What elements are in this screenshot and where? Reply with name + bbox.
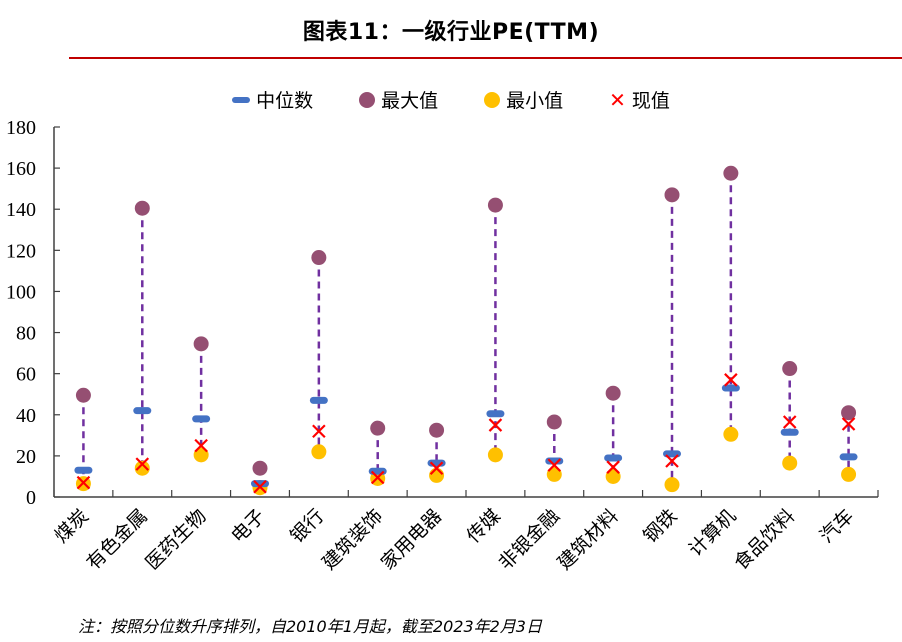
- min-point: [782, 455, 798, 471]
- min-circle-icon: [484, 91, 501, 108]
- max-point: [75, 387, 91, 403]
- y-tick-label: 60: [16, 364, 36, 386]
- min-point: [134, 460, 150, 476]
- median-point: [192, 415, 211, 423]
- chart-title: 图表11：一级行业PE(TTM): [302, 20, 600, 45]
- x-tick-label: 传媒: [463, 505, 505, 547]
- current-point-stroke: [370, 470, 385, 485]
- x-tick-label: 医药生物: [141, 505, 210, 574]
- legend-item-current: ✕ 现值: [609, 86, 670, 113]
- y-tick-label: 160: [6, 158, 36, 180]
- min-point: [723, 426, 739, 442]
- current-point-stroke: [782, 415, 797, 429]
- current-point-stroke: [76, 475, 91, 490]
- y-tick-label: 40: [16, 405, 36, 427]
- max-point: [546, 414, 562, 430]
- current-point-stroke: [724, 373, 738, 387]
- median-point: [604, 454, 623, 462]
- y-tick-label: 140: [6, 199, 36, 221]
- x-tick-label: 建筑材料: [553, 505, 622, 574]
- median-point: [309, 396, 328, 404]
- y-tick-label: 180: [6, 117, 36, 139]
- min-point: [546, 466, 562, 482]
- legend-label-median: 中位数: [256, 90, 314, 112]
- current-point-stroke: [429, 461, 444, 476]
- median-dash-icon: [232, 96, 251, 103]
- y-tick-label: 100: [6, 281, 36, 303]
- current-x-icon: ✕: [609, 87, 626, 112]
- max-point: [723, 165, 739, 181]
- max-point: [841, 405, 857, 421]
- median-point: [368, 467, 387, 475]
- x-tick-label: 电子: [227, 505, 269, 547]
- median-point: [133, 407, 152, 415]
- x-tick-label: 银行: [286, 505, 328, 547]
- current-point-stroke: [488, 418, 503, 432]
- x-tick-label: 计算机: [685, 505, 741, 561]
- max-point: [664, 187, 680, 203]
- x-tick-label: 非银金融: [495, 505, 564, 574]
- max-point: [370, 420, 386, 436]
- median-point: [486, 410, 505, 418]
- median-point: [780, 428, 799, 436]
- current-point-stroke: [194, 438, 208, 453]
- min-point: [429, 467, 445, 483]
- current-point-stroke: [665, 454, 679, 468]
- x-tick-label: 家用电器: [377, 505, 446, 574]
- title-divider: [69, 57, 902, 59]
- x-tick-label: 食品饮料: [730, 505, 799, 574]
- legend-label-min: 最小值: [506, 90, 564, 112]
- legend-item-max: 最大值: [359, 86, 438, 113]
- current-point-stroke: [841, 417, 856, 431]
- current-point-stroke: [253, 479, 267, 494]
- current-point-stroke: [135, 457, 150, 471]
- median-point: [74, 466, 93, 474]
- legend-item-min: 最小值: [484, 86, 563, 113]
- x-tick-label: 煤炭: [51, 505, 93, 547]
- max-point: [605, 385, 621, 401]
- min-point: [487, 447, 503, 463]
- current-point-stroke: [312, 424, 326, 439]
- y-tick-label: 0: [26, 487, 36, 509]
- min-point: [664, 477, 680, 493]
- max-point: [487, 197, 503, 213]
- y-tick-label: 120: [6, 240, 36, 262]
- max-circle-icon: [359, 91, 376, 108]
- max-point: [252, 460, 268, 476]
- legend: 中位数 最大值 最小值 ✕ 现值: [0, 86, 902, 113]
- max-point: [782, 361, 798, 377]
- chart-note: 注：按照分位数升序排列，自2010年1月起，截至2023年2月3日: [78, 617, 542, 636]
- current-point-stroke: [547, 458, 562, 472]
- legend-label-max: 最大值: [381, 90, 439, 112]
- y-tick-label: 20: [16, 446, 36, 468]
- x-tick-label: 汽车: [816, 505, 858, 547]
- max-point: [429, 422, 445, 438]
- median-point: [839, 453, 858, 461]
- median-point: [545, 457, 564, 465]
- max-point: [134, 200, 150, 216]
- y-tick-label: 80: [16, 323, 36, 345]
- x-tick-label: 建筑装饰: [318, 505, 387, 574]
- min-point: [193, 447, 209, 463]
- median-point: [721, 384, 740, 392]
- legend-item-median: 中位数: [232, 86, 313, 113]
- legend-label-current: 现值: [631, 90, 670, 112]
- x-tick-label: 钢铁: [639, 505, 681, 547]
- min-point: [311, 444, 327, 460]
- min-point: [605, 468, 621, 484]
- max-point: [311, 250, 327, 266]
- max-point: [193, 336, 209, 352]
- current-point-stroke: [606, 460, 620, 474]
- min-point: [841, 466, 857, 482]
- x-tick-label: 有色金属: [83, 505, 152, 574]
